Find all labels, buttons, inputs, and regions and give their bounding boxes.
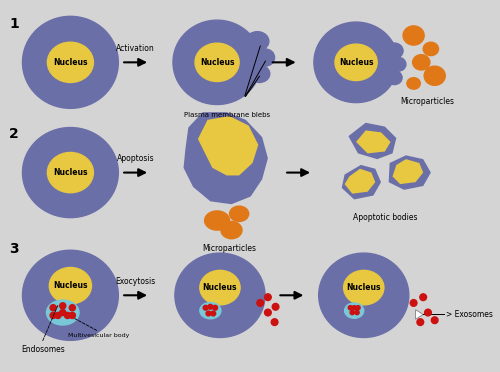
Ellipse shape	[230, 206, 248, 221]
Text: Plasma membrane blebs: Plasma membrane blebs	[184, 112, 270, 118]
Text: Apoptosis: Apoptosis	[117, 154, 154, 163]
Circle shape	[213, 305, 218, 310]
Text: 3: 3	[9, 241, 18, 256]
Circle shape	[348, 306, 352, 310]
Ellipse shape	[204, 211, 230, 230]
Polygon shape	[198, 116, 258, 176]
Polygon shape	[344, 169, 376, 194]
Circle shape	[350, 310, 354, 315]
Circle shape	[355, 310, 359, 315]
Ellipse shape	[407, 78, 420, 89]
Polygon shape	[184, 112, 268, 204]
Ellipse shape	[344, 303, 364, 318]
Polygon shape	[416, 310, 423, 319]
Text: Nucleus: Nucleus	[339, 58, 374, 67]
Circle shape	[264, 294, 271, 301]
Ellipse shape	[335, 44, 377, 81]
Circle shape	[50, 305, 56, 311]
Circle shape	[206, 311, 211, 316]
Circle shape	[356, 306, 360, 310]
Ellipse shape	[221, 221, 242, 239]
Ellipse shape	[424, 66, 445, 85]
Circle shape	[50, 312, 56, 318]
Text: Nucleus: Nucleus	[200, 58, 234, 67]
Text: Microparticles: Microparticles	[202, 244, 256, 253]
Ellipse shape	[22, 250, 118, 340]
Ellipse shape	[173, 20, 261, 105]
Ellipse shape	[386, 43, 403, 59]
Ellipse shape	[403, 26, 424, 45]
Ellipse shape	[387, 71, 402, 84]
Ellipse shape	[50, 267, 92, 304]
Circle shape	[257, 299, 264, 306]
Ellipse shape	[48, 153, 94, 193]
Ellipse shape	[412, 55, 430, 70]
Circle shape	[417, 319, 424, 326]
Text: Apoptotic bodies: Apoptotic bodies	[352, 213, 417, 222]
Text: Nucleus: Nucleus	[53, 168, 88, 177]
Circle shape	[420, 294, 426, 301]
Ellipse shape	[314, 22, 398, 103]
Ellipse shape	[195, 43, 239, 81]
Ellipse shape	[246, 32, 269, 51]
Ellipse shape	[46, 300, 79, 325]
Polygon shape	[388, 155, 431, 190]
Ellipse shape	[248, 65, 270, 83]
Text: Multivesicular body: Multivesicular body	[68, 333, 130, 338]
Text: Exocytosis: Exocytosis	[116, 277, 156, 286]
Circle shape	[271, 319, 278, 326]
Circle shape	[432, 317, 438, 324]
Circle shape	[70, 305, 75, 311]
Ellipse shape	[22, 16, 118, 108]
Text: Activation: Activation	[116, 44, 155, 53]
Circle shape	[64, 312, 70, 318]
Circle shape	[203, 305, 208, 310]
Circle shape	[60, 303, 66, 309]
Ellipse shape	[22, 128, 118, 218]
Text: Microparticles: Microparticles	[400, 97, 454, 106]
Circle shape	[70, 312, 75, 318]
Circle shape	[208, 304, 213, 309]
Circle shape	[55, 312, 61, 318]
Text: Nucleus: Nucleus	[202, 283, 237, 292]
Text: Nucleus: Nucleus	[346, 283, 381, 292]
Polygon shape	[356, 131, 390, 153]
Ellipse shape	[423, 42, 438, 56]
Ellipse shape	[175, 253, 265, 337]
Ellipse shape	[48, 42, 94, 83]
Circle shape	[352, 306, 356, 310]
Circle shape	[264, 309, 271, 316]
Circle shape	[60, 310, 66, 315]
Circle shape	[424, 309, 432, 316]
Ellipse shape	[344, 270, 384, 305]
Text: Nucleus: Nucleus	[53, 281, 88, 290]
Polygon shape	[348, 123, 397, 159]
Ellipse shape	[200, 302, 221, 319]
Polygon shape	[392, 159, 423, 184]
Circle shape	[410, 299, 417, 306]
Text: Nucleus: Nucleus	[53, 58, 88, 67]
Text: 2: 2	[9, 126, 19, 141]
Text: > Exosomes: > Exosomes	[446, 310, 493, 319]
Ellipse shape	[200, 270, 240, 305]
Polygon shape	[342, 165, 381, 199]
Ellipse shape	[318, 253, 409, 337]
Ellipse shape	[256, 49, 274, 66]
Ellipse shape	[390, 57, 406, 71]
Text: Endosomes: Endosomes	[22, 345, 66, 354]
Circle shape	[272, 304, 279, 310]
Text: 1: 1	[9, 17, 19, 31]
Circle shape	[211, 311, 216, 316]
